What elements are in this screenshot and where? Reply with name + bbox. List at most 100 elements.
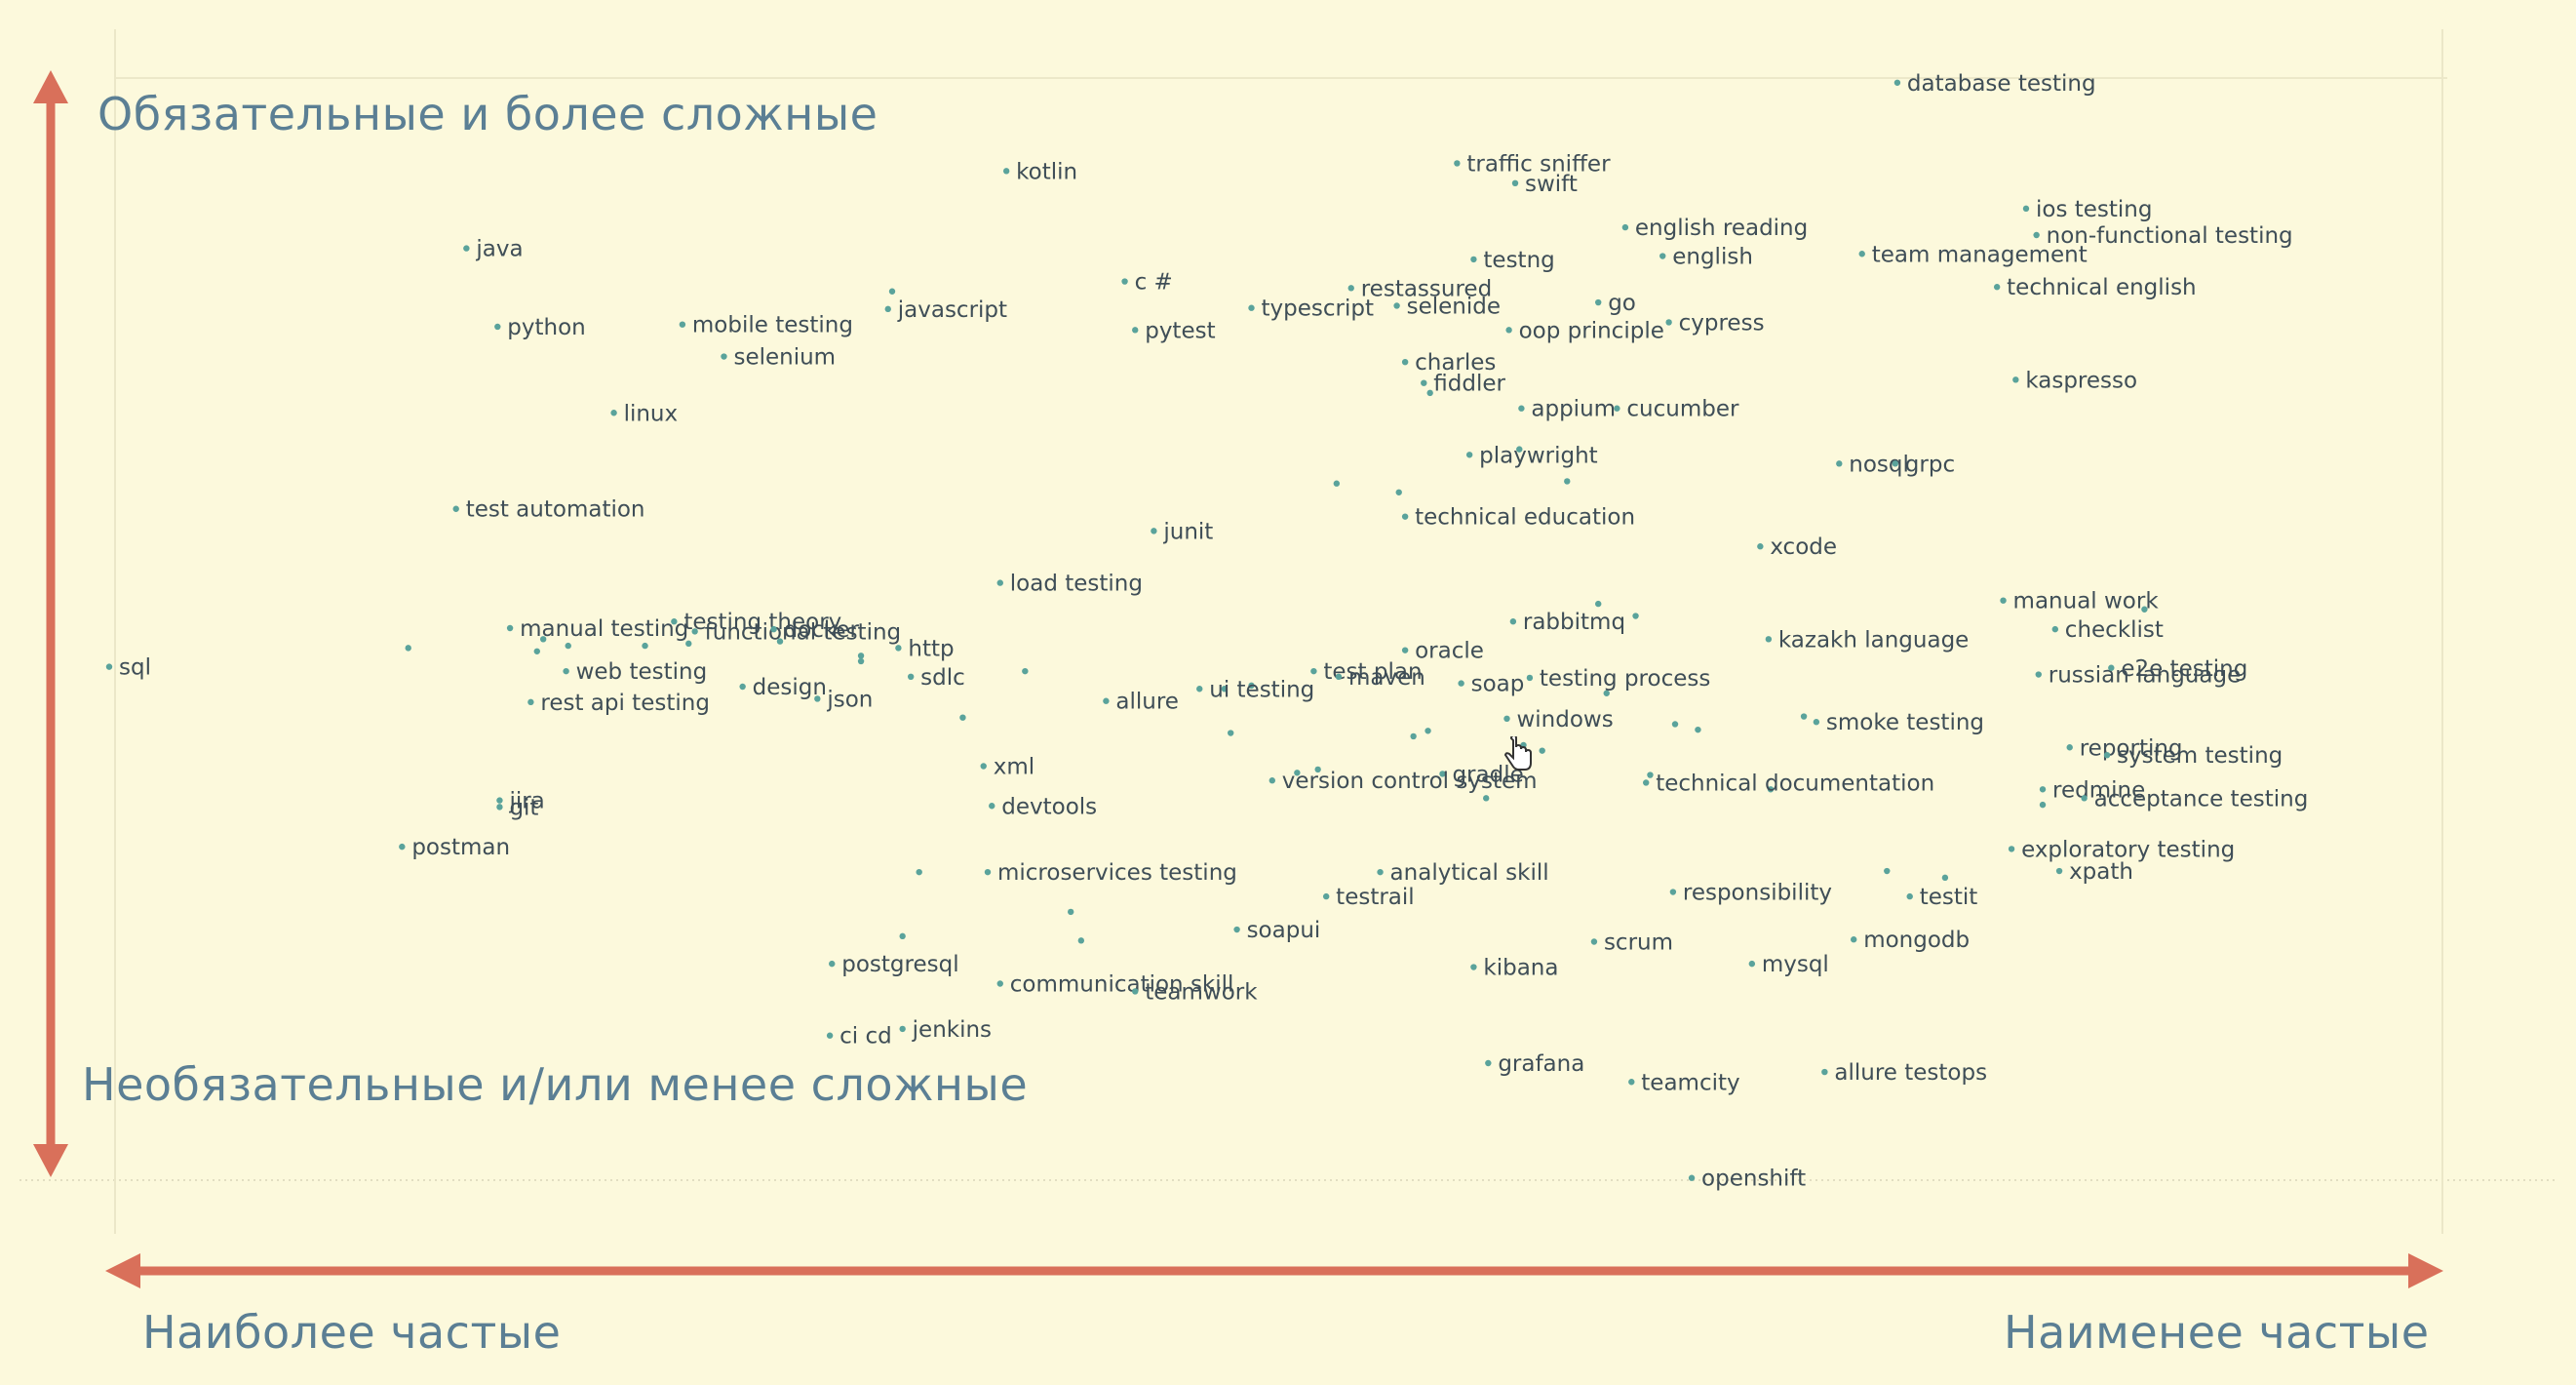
point-label-manual-testing: manual testing <box>520 616 688 642</box>
point-label-analytical-skill: analytical skill <box>1390 860 1549 886</box>
point-label-version-control-system: version control system <box>1282 769 1538 794</box>
point-label-russian-language: russian language <box>2049 663 2241 689</box>
point-dot-soapui <box>1233 926 1240 933</box>
extra-dot-28 <box>1800 713 1808 720</box>
point-dot-redmine <box>2039 786 2047 793</box>
point-label-traffic-sniffer: traffic sniffer <box>1466 151 1611 177</box>
point-dot-playwright <box>1465 452 1473 458</box>
point-label-postgresql: postgresql <box>841 952 958 977</box>
y-axis-bottom-label: Необязательные и/или менее сложные <box>82 1058 1029 1111</box>
point-label-testrail: testrail <box>1336 885 1415 910</box>
extra-dot-29 <box>2039 801 2047 809</box>
point-dot-nosql <box>1836 460 1843 467</box>
data-points: sql database testing kotlin traffic sniffer… <box>105 71 2308 1192</box>
point-dot-technical-education <box>1401 513 1409 520</box>
point-dot-kibana <box>1470 964 1477 970</box>
point-label-scrum: scrum <box>1604 930 1673 955</box>
point-label-e2e-testing: e2e testing <box>2121 656 2247 682</box>
point-label-json: json <box>826 687 873 712</box>
point-label-system-testing: system testing <box>2117 743 2283 769</box>
axis-arrows <box>33 70 2443 1288</box>
point-dot-devtools <box>989 803 995 810</box>
point-dot-english-reading <box>1621 223 1629 231</box>
point-dot-windows <box>1503 715 1510 723</box>
point-dot-openshift <box>1688 1174 1696 1181</box>
point-label-testng: testng <box>1483 248 1554 273</box>
point-dot-sql <box>105 663 113 670</box>
extra-dot-18 <box>1482 795 1490 802</box>
point-label-rabbitmq: rabbitmq <box>1523 610 1625 635</box>
point-dot-kazakh-language <box>1765 636 1773 643</box>
point-dot-c <box>1121 278 1128 285</box>
point-label-testit: testit <box>1920 885 1978 910</box>
point-dot-swift <box>1511 179 1519 187</box>
point-label-xpath: xpath <box>2069 859 2133 885</box>
point-dot-system-testing <box>2103 751 2111 759</box>
extra-dot-11 <box>1228 730 1234 736</box>
point-dot-smoke-testing <box>1813 719 1820 726</box>
point-dot-functional-testing <box>691 628 698 635</box>
extra-dot-2 <box>539 636 547 643</box>
point-label-python: python <box>507 315 585 340</box>
extra-dot-7 <box>857 653 865 659</box>
point-dot-rabbitmq <box>1509 618 1517 625</box>
point-dot-manual-work <box>2000 597 2007 604</box>
point-dot-design <box>739 683 746 691</box>
extra-dot-34 <box>1564 478 1571 485</box>
x-axis-left-label: Наиболее частые <box>142 1306 562 1359</box>
point-dot-exploratory-testing <box>2008 846 2015 852</box>
point-dot-kaspresso <box>2012 376 2019 383</box>
point-label-soapui: soapui <box>1247 918 1321 943</box>
extra-dot-5 <box>685 640 692 648</box>
point-dot-xcode <box>1757 543 1764 550</box>
point-label-test-automation: test automation <box>466 497 645 523</box>
point-label-microservices-testing: microservices testing <box>997 860 1237 886</box>
y-axis-top-label: Обязательные и более сложные <box>98 88 878 140</box>
point-label-grafana: grafana <box>1498 1051 1584 1077</box>
point-label-kaspresso: kaspresso <box>2025 368 2137 393</box>
point-label-grpc: grpc <box>1905 452 1955 477</box>
extra-dot-15 <box>1294 770 1301 776</box>
point-label-exploratory-testing: exploratory testing <box>2021 837 2235 862</box>
point-dot-allure-testops <box>1821 1068 1828 1076</box>
point-label-database-testing: database testing <box>1907 71 2096 97</box>
point-label-junit: junit <box>1162 519 1213 544</box>
point-dot-mysql <box>1748 960 1756 968</box>
point-label-soap: soap <box>1471 672 1525 697</box>
point-label-testing-theory: testing theory <box>683 610 841 635</box>
point-dot-selenide <box>1393 302 1400 309</box>
point-dot-sdlc <box>907 673 915 681</box>
point-label-mobile-testing: mobile testing <box>692 313 853 338</box>
point-label-teamwork: teamwork <box>1145 979 1258 1005</box>
point-dot-database-testing <box>1893 79 1901 86</box>
point-dot-http <box>895 645 902 652</box>
extra-dot-20 <box>1539 747 1545 754</box>
point-label-testing-process: testing process <box>1540 666 1710 692</box>
point-dot-git <box>496 804 503 811</box>
extra-dot-16 <box>1425 728 1431 734</box>
point-dot-technical-english <box>1993 284 2001 291</box>
point-label-devtools: devtools <box>1001 794 1097 819</box>
point-dot-test-automation <box>452 505 459 512</box>
point-dot-version-control-system <box>1268 777 1276 784</box>
point-label-go: go <box>1608 291 1636 316</box>
point-label-sdlc: sdlc <box>920 665 965 691</box>
point-dot-grpc <box>1892 460 1899 467</box>
point-label-swift: swift <box>1525 172 1578 197</box>
extra-dot-36 <box>1395 489 1402 495</box>
point-label-pytest: pytest <box>1145 318 1215 343</box>
point-label-java: java <box>475 237 523 262</box>
point-dot-xpath <box>2055 867 2063 875</box>
point-label-gradle: gradle <box>1452 762 1523 787</box>
point-label-allure-testops: allure testops <box>1834 1060 1987 1086</box>
point-dot-traffic-sniffer <box>1454 160 1461 167</box>
point-dot-pytest <box>1132 327 1139 334</box>
extra-dot-32 <box>1884 867 1891 875</box>
point-label-ci-cd: ci cd <box>839 1024 892 1049</box>
point-dot-linux <box>610 410 617 416</box>
point-dot-manual-testing <box>506 624 514 632</box>
point-dot-testrail <box>1322 892 1330 900</box>
point-label-xcode: xcode <box>1770 534 1837 560</box>
point-dot-ui-testing <box>1196 686 1203 692</box>
